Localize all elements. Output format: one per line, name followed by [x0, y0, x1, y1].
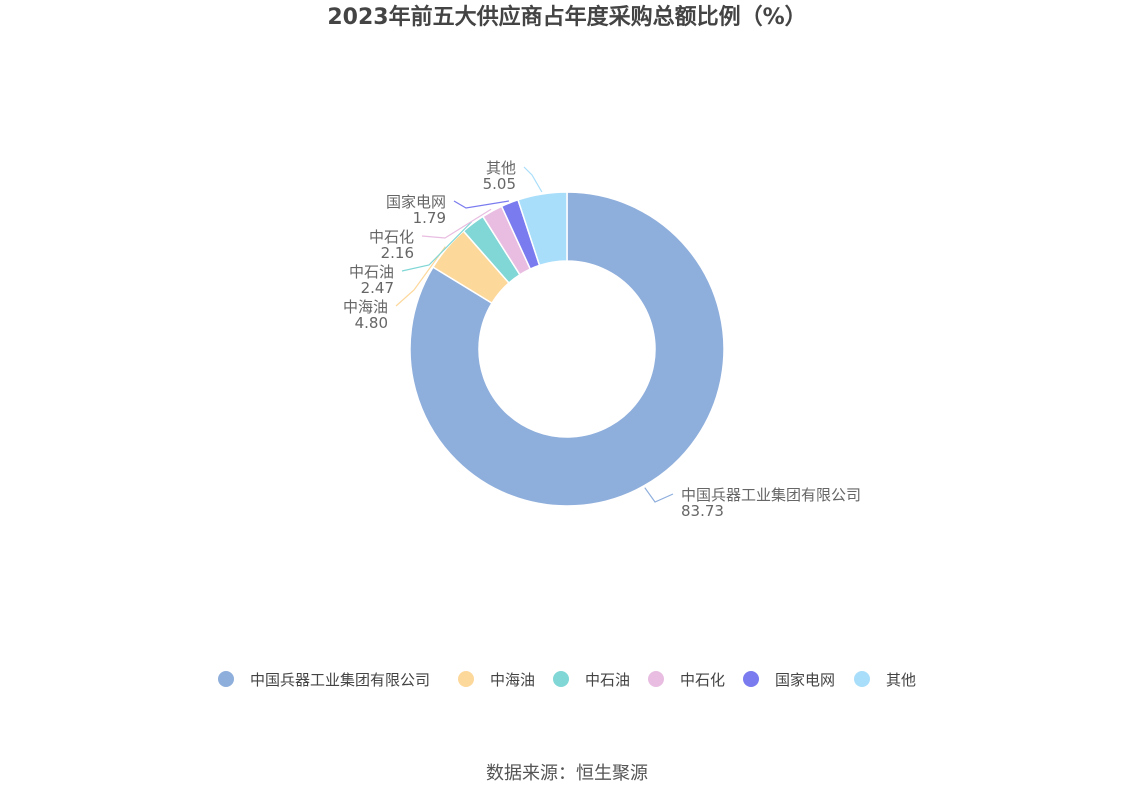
slice-0[interactable]	[409, 191, 725, 507]
leader-line-5	[523, 166, 543, 193]
legend-swatch-1	[458, 671, 474, 687]
legend-swatch-2	[553, 671, 569, 687]
slice-label-value-3: 2.16	[381, 244, 414, 262]
slice-label-name-2: 中石油	[349, 263, 394, 281]
leader-lines-group	[395, 166, 674, 503]
legend-item-1[interactable]: 中海油	[458, 671, 535, 689]
slice-label-name-1: 中海油	[343, 298, 388, 316]
leader-line-4	[453, 200, 510, 209]
legend-item-0[interactable]: 中国兵器工业集团有限公司	[218, 671, 430, 689]
legend-swatch-3	[648, 671, 664, 687]
legend-label-4: 国家电网	[775, 671, 835, 689]
legend-label-0: 中国兵器工业集团有限公司	[250, 671, 430, 689]
leader-line-0	[644, 487, 674, 503]
slice-label-name-5: 其他	[486, 159, 516, 177]
data-source: 数据来源：恒生聚源	[486, 763, 648, 784]
legend-item-5[interactable]: 其他	[854, 671, 916, 689]
slice-label-name-0: 中国兵器工业集团有限公司	[681, 486, 861, 504]
legend-swatch-0	[218, 671, 234, 687]
leader-line-2	[401, 221, 473, 272]
slice-label-value-2: 2.47	[361, 279, 394, 297]
slice-label-value-1: 4.80	[355, 314, 388, 332]
legend-item-3[interactable]: 中石化	[648, 671, 725, 689]
legend-label-3: 中石化	[680, 671, 725, 689]
legend-swatch-4	[743, 671, 759, 687]
chart-title: 2023年前五大供应商占年度采购总额比例（%）	[327, 5, 807, 30]
leader-line-3	[421, 208, 492, 239]
legend-item-2[interactable]: 中石油	[553, 671, 630, 689]
legend-label-1: 中海油	[490, 671, 535, 689]
legend-label-5: 其他	[886, 671, 916, 689]
slice-5[interactable]	[517, 191, 568, 267]
slice-label-name-3: 中石化	[369, 228, 414, 246]
legend-item-4[interactable]: 国家电网	[743, 671, 835, 689]
legend-label-2: 中石油	[585, 671, 630, 689]
slice-label-value-5: 5.05	[483, 175, 516, 193]
legend: 中国兵器工业集团有限公司 中海油 中石油 中石化 国家电网 其他	[218, 671, 916, 689]
slice-label-name-4: 国家电网	[386, 193, 446, 211]
leader-line-1	[395, 246, 446, 307]
slice-label-value-4: 1.79	[413, 209, 446, 227]
slice-label-value-0: 83.73	[681, 502, 724, 520]
slices-group	[409, 191, 725, 507]
legend-swatch-5	[854, 671, 870, 687]
